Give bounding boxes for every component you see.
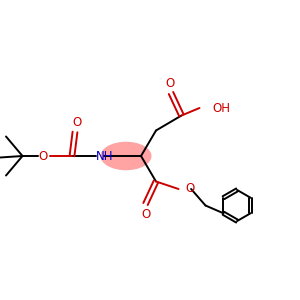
Ellipse shape bbox=[100, 142, 152, 170]
Text: O: O bbox=[72, 116, 81, 129]
Text: O: O bbox=[185, 182, 194, 196]
Text: O: O bbox=[141, 208, 150, 221]
Text: O: O bbox=[38, 149, 47, 163]
Text: NH: NH bbox=[96, 149, 113, 163]
Text: O: O bbox=[166, 77, 175, 90]
Text: OH: OH bbox=[212, 101, 230, 115]
